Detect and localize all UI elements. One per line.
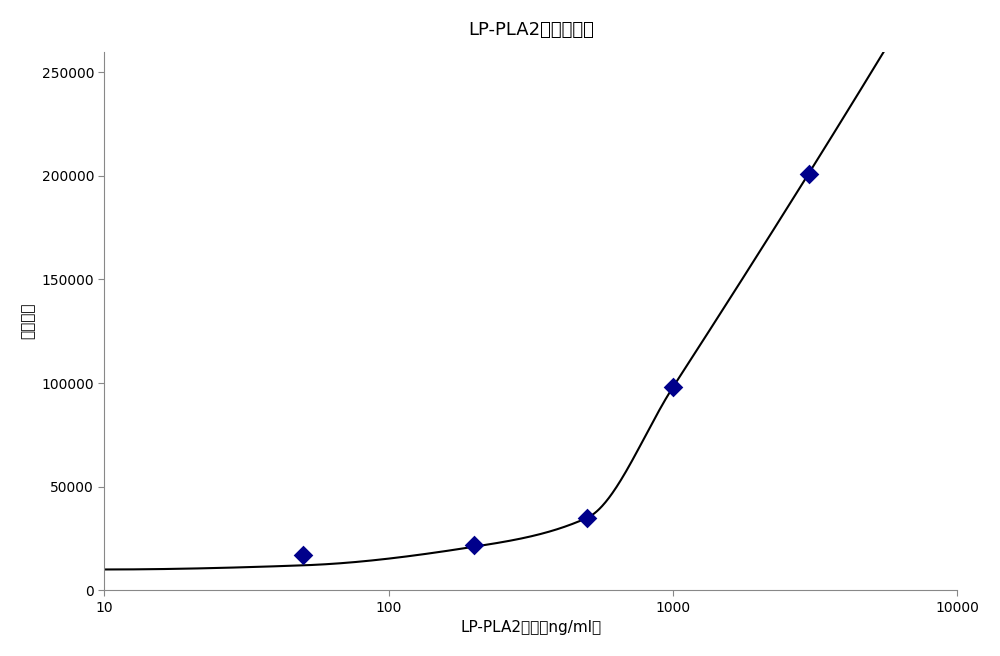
Point [579, 512, 595, 523]
Point [295, 550, 311, 560]
X-axis label: LP-PLA2浓度（ng/ml）: LP-PLA2浓度（ng/ml） [460, 620, 601, 635]
Y-axis label: 荧光计数: 荧光计数 [21, 302, 36, 339]
Point [665, 382, 681, 392]
Title: LP-PLA2标准曲线图: LP-PLA2标准曲线图 [468, 21, 594, 39]
Point [466, 539, 482, 550]
Point [801, 169, 817, 179]
